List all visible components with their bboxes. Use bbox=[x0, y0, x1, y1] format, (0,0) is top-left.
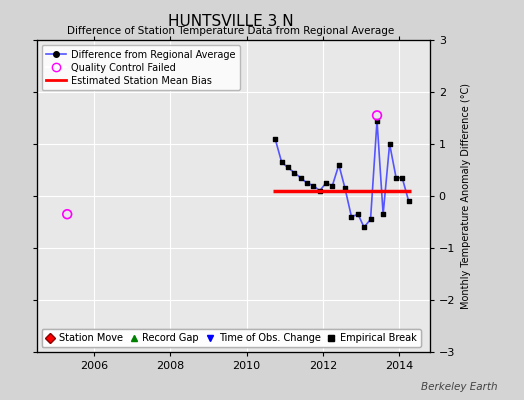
Point bbox=[373, 118, 381, 124]
Legend: Station Move, Record Gap, Time of Obs. Change, Empirical Break: Station Move, Record Gap, Time of Obs. C… bbox=[41, 329, 421, 347]
Point bbox=[347, 214, 356, 220]
Point bbox=[341, 185, 349, 191]
Point bbox=[309, 182, 318, 189]
Point bbox=[303, 180, 311, 186]
Point bbox=[290, 170, 299, 176]
Point bbox=[315, 188, 324, 194]
Point bbox=[379, 211, 387, 218]
Point bbox=[366, 216, 375, 222]
Point bbox=[322, 180, 330, 186]
Text: Berkeley Earth: Berkeley Earth bbox=[421, 382, 498, 392]
Point bbox=[373, 112, 381, 118]
Point bbox=[398, 174, 407, 181]
Point bbox=[63, 211, 71, 218]
Text: Difference of Station Temperature Data from Regional Average: Difference of Station Temperature Data f… bbox=[67, 26, 394, 36]
Point bbox=[271, 136, 279, 142]
Text: HUNTSVILLE 3 N: HUNTSVILLE 3 N bbox=[168, 14, 293, 29]
Point bbox=[392, 174, 400, 181]
Point bbox=[335, 162, 343, 168]
Point bbox=[405, 198, 413, 204]
Point bbox=[328, 182, 336, 189]
Point bbox=[386, 141, 394, 147]
Point bbox=[354, 211, 362, 218]
Point bbox=[297, 174, 305, 181]
Point bbox=[283, 164, 292, 170]
Point bbox=[360, 224, 368, 230]
Point bbox=[277, 159, 286, 166]
Y-axis label: Monthly Temperature Anomaly Difference (°C): Monthly Temperature Anomaly Difference (… bbox=[461, 83, 471, 309]
